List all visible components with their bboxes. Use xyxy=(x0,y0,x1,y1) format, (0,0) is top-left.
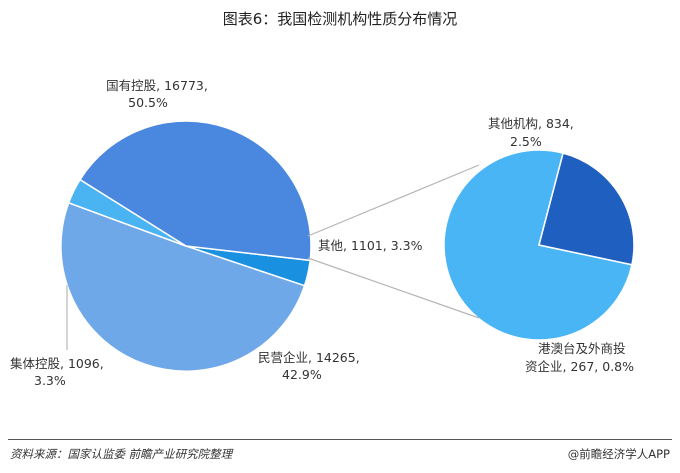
main-pie-slice-1 xyxy=(60,201,306,372)
label-minying-line1: 民营企业, 14265, xyxy=(258,350,360,365)
sub-pie-slice-1 xyxy=(538,152,635,266)
main-pie xyxy=(60,120,312,372)
label-guoyou-line2: 50.5% xyxy=(128,95,168,110)
label-qita: 其他, 1101, 3.3% xyxy=(318,238,423,253)
main-pie-slice-3 xyxy=(79,120,312,262)
brand-credit: @前瞻经济学人APP xyxy=(567,447,670,461)
label-jiti-line2: 3.3% xyxy=(34,373,66,388)
connector-line-top xyxy=(307,164,480,237)
footer-divider xyxy=(8,439,672,440)
sub-pie xyxy=(443,149,635,341)
source-note: 资料来源：国家认监委 前瞻产业研究院整理 xyxy=(10,447,233,461)
label-minying-line2: 42.9% xyxy=(282,367,322,382)
label-gangao-line2: 资企业, 267, 0.8% xyxy=(525,359,634,374)
sub-pie-slice-0 xyxy=(443,149,633,341)
connector-line-bottom xyxy=(307,257,480,319)
label-qitajigou-line2: 2.5% xyxy=(510,134,542,149)
label-jiti-line1: 集体控股, 1096, xyxy=(10,356,104,371)
label-gangao-line1: 港澳台及外商投 xyxy=(538,341,626,356)
chart-title: 图表6：我国检测机构性质分布情况 xyxy=(222,10,458,28)
label-qitajigou-line1: 其他机构, 834, xyxy=(488,116,574,131)
label-guoyou-line1: 国有控股, 16773, xyxy=(106,78,208,93)
